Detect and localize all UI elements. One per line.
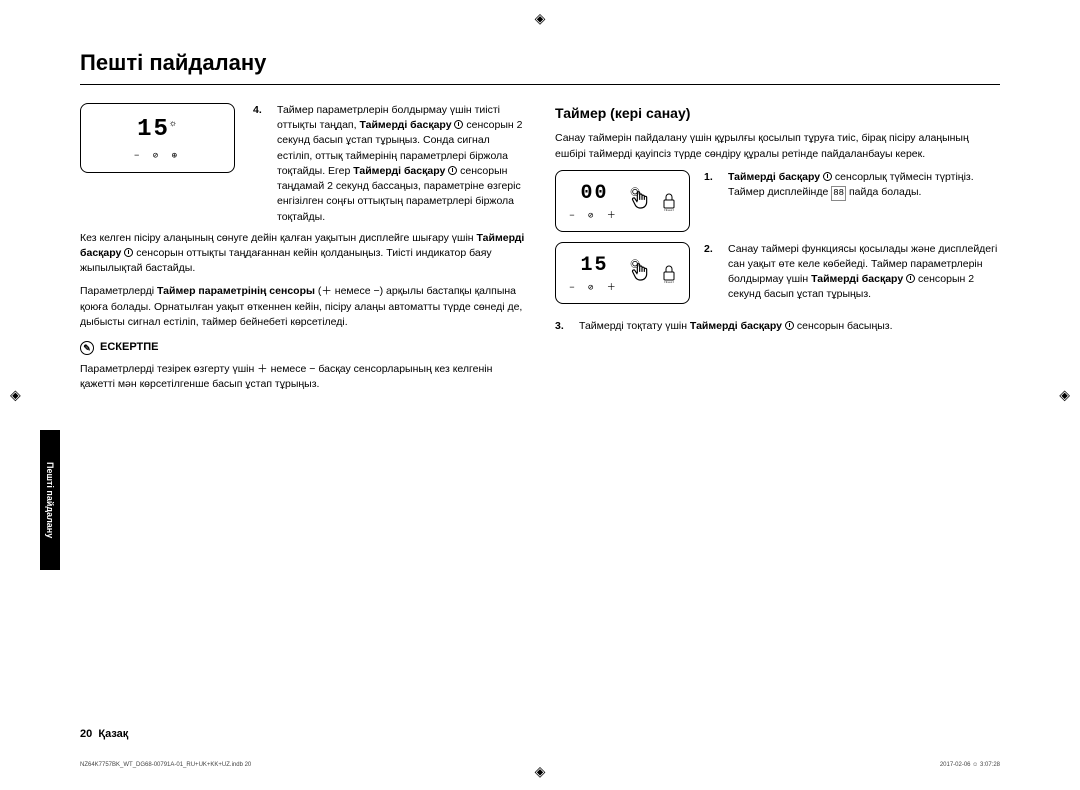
indb-filename: NZ64K7757BK_WT_DG68-00791A-01_RU+UK+KK+U… bbox=[80, 762, 251, 768]
crop-mark-right: ◈ bbox=[1059, 387, 1070, 404]
step-2-text: Санау таймері функциясы қосылады және ди… bbox=[728, 242, 1000, 303]
display-row-r2: − ⊘ ＋ bbox=[569, 282, 620, 295]
touch-hand-icon bbox=[628, 187, 656, 215]
display-digits: 15☼ bbox=[134, 113, 181, 148]
note-icon: ✎ bbox=[80, 341, 94, 355]
lock-icon: (3sec) bbox=[662, 191, 676, 211]
step-1-text: Таймерді басқару сенсорлық түймесін түрт… bbox=[728, 170, 1000, 201]
step-4-text: Таймер параметрлерін болдырмау үшін тиіс… bbox=[277, 103, 525, 225]
left-para-2: Параметрлерді Таймер параметрінің сенсор… bbox=[80, 284, 525, 330]
display-panel-r1: 00 − ⊘ ＋ (3sec) bbox=[555, 170, 690, 232]
left-column: 15☼ − ⊘ ⊕ 4. Таймер параметрлерін болдыр… bbox=[80, 103, 525, 400]
display-row-r1: − ⊘ ＋ bbox=[569, 210, 620, 223]
display-panel-left: 15☼ − ⊘ ⊕ bbox=[80, 103, 235, 173]
display-digits-r2: 15 bbox=[569, 251, 620, 280]
step-3-text: Таймерді тоқтату үшін Таймерді басқару с… bbox=[579, 319, 1000, 334]
crop-mark-left: ◈ bbox=[10, 387, 21, 404]
step-number-1: 1. bbox=[704, 170, 718, 201]
clock-icon bbox=[785, 321, 794, 330]
clock-icon bbox=[906, 274, 915, 283]
clock-icon bbox=[124, 248, 133, 257]
svg-text:(3sec): (3sec) bbox=[663, 280, 674, 283]
display-panel-r2: 15 − ⊘ ＋ (3sec) bbox=[555, 242, 690, 304]
left-para-1: Кез келген пісіру алаңының сөнуге дейін … bbox=[80, 231, 525, 277]
section-heading-timer: Таймер (кері санау) bbox=[555, 103, 1000, 123]
right-column: Таймер (кері санау) Санау таймерін пайда… bbox=[555, 103, 1000, 400]
lock-icon: (3sec) bbox=[662, 263, 676, 283]
print-metadata: NZ64K7757BK_WT_DG68-00791A-01_RU+UK+KK+U… bbox=[80, 762, 1000, 768]
seg-88-icon: 88 bbox=[831, 186, 846, 201]
step-number-2: 2. bbox=[704, 242, 718, 303]
clock-icon bbox=[823, 172, 832, 181]
right-intro: Санау таймерін пайдалану үшін құрылғы қо… bbox=[555, 131, 1000, 161]
step-number-3: 3. bbox=[555, 319, 569, 334]
touch-hand-icon bbox=[628, 259, 656, 287]
svg-text:(3sec): (3sec) bbox=[663, 208, 674, 211]
note-heading: ✎ ЕСКЕРТПЕ bbox=[80, 340, 525, 356]
page-footer: 20 Қазақ bbox=[80, 728, 128, 740]
step-number-4: 4. bbox=[253, 103, 267, 225]
note-text: Параметрлерді тезірек өзгерту үшін ＋ нем… bbox=[80, 362, 525, 392]
clock-icon bbox=[448, 166, 457, 175]
display-digits-r1: 00 bbox=[569, 179, 620, 208]
clock-icon bbox=[454, 120, 463, 129]
display-controls-row: − ⊘ ⊕ bbox=[134, 150, 181, 163]
crop-mark-top: ◈ bbox=[535, 10, 546, 27]
print-timestamp: 2017-02-06 ☺ 3:07:28 bbox=[940, 762, 1000, 768]
side-tab: Пешті пайдалану bbox=[40, 430, 60, 570]
page-title: Пешті пайдалану bbox=[80, 50, 1000, 85]
